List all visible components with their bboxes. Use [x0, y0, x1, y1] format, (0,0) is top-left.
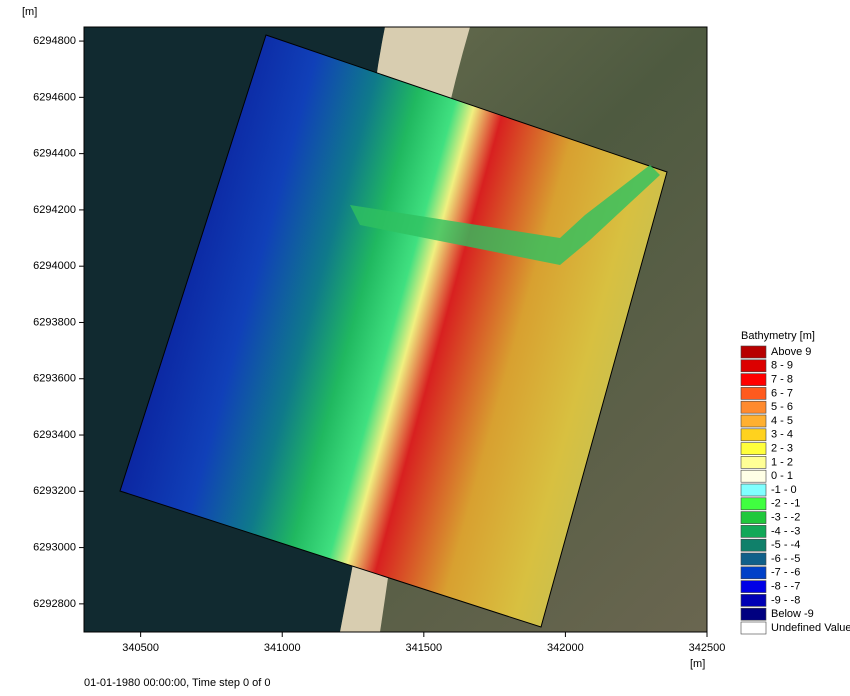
legend-swatch	[740, 538, 767, 552]
legend-swatch	[740, 607, 767, 621]
legend-label: -9 - -8	[771, 594, 800, 606]
y-tick-label: 6293800	[33, 316, 76, 328]
x-tick-label: 340500	[122, 642, 159, 654]
y-tick-label: 6294400	[33, 148, 76, 160]
legend-label: Above 9	[771, 346, 811, 358]
legend-swatch	[740, 428, 767, 442]
y-tick-label: 6294000	[33, 260, 76, 272]
x-tick-label: 341500	[405, 642, 442, 654]
y-tick-label: 6294200	[33, 204, 76, 216]
legend-label: 1 - 2	[771, 456, 793, 468]
legend-label: 6 - 7	[771, 387, 793, 399]
legend-swatch	[740, 566, 767, 580]
legend-label: -4 - -3	[771, 525, 800, 537]
x-unit: [m]	[690, 658, 705, 670]
legend-swatch	[740, 469, 767, 483]
channel	[350, 165, 660, 265]
legend-swatch	[740, 400, 767, 414]
status-text: 01-01-1980 00:00:00, Time step 0 of 0	[84, 677, 271, 689]
legend-label: -6 - -5	[771, 553, 800, 565]
legend-swatch	[740, 497, 767, 511]
legend-label: -2 - -1	[771, 498, 800, 510]
y-tick-label: 6293600	[33, 373, 76, 385]
legend-swatch	[740, 483, 767, 497]
x-tick-label: 342000	[547, 642, 584, 654]
legend-label: -8 - -7	[771, 581, 800, 593]
legend-swatch	[740, 345, 767, 359]
x-tick-label: 342500	[689, 642, 726, 654]
legend-swatch	[740, 442, 767, 455]
bathymetry-grid	[119, 34, 668, 628]
legend-title: Bathymetry [m]	[741, 330, 815, 342]
legend-swatch	[740, 525, 767, 538]
legend-label: Below -9	[771, 608, 814, 620]
y-unit: [m]	[22, 6, 37, 18]
y-tick-label: 6293400	[33, 429, 76, 441]
legend-label: -7 - -6	[771, 567, 800, 579]
legend-label: 5 - 6	[771, 401, 793, 413]
legend-label: -5 - -4	[771, 539, 800, 551]
legend-label: -1 - 0	[771, 484, 797, 496]
legend-swatch	[740, 580, 767, 593]
legend-swatch	[740, 594, 767, 607]
y-tick-label: 6293200	[33, 485, 76, 497]
legend-swatch	[740, 359, 767, 373]
plot-frame	[83, 26, 708, 633]
legend-label: 7 - 8	[771, 374, 793, 386]
legend-label: Undefined Value	[771, 622, 850, 634]
legend-swatch	[740, 387, 767, 400]
legend-swatch	[740, 456, 767, 469]
legend-label: -3 - -2	[771, 512, 800, 524]
legend-label: 2 - 3	[771, 443, 793, 455]
legend-swatch	[740, 511, 767, 524]
legend-label: 0 - 1	[771, 470, 793, 482]
legend-label: 3 - 4	[771, 429, 793, 441]
legend-swatch	[740, 373, 767, 386]
y-tick-label: 6294600	[33, 91, 76, 103]
y-tick-label: 6293000	[33, 541, 76, 553]
legend-swatch	[740, 621, 767, 635]
legend-swatch	[740, 414, 767, 428]
y-tick-label: 6292800	[33, 598, 76, 610]
legend-swatch	[740, 552, 767, 566]
y-tick-label: 6294800	[33, 35, 76, 47]
legend-label: 8 - 9	[771, 360, 793, 372]
legend-label: 4 - 5	[771, 415, 793, 427]
x-tick-label: 341000	[264, 642, 301, 654]
